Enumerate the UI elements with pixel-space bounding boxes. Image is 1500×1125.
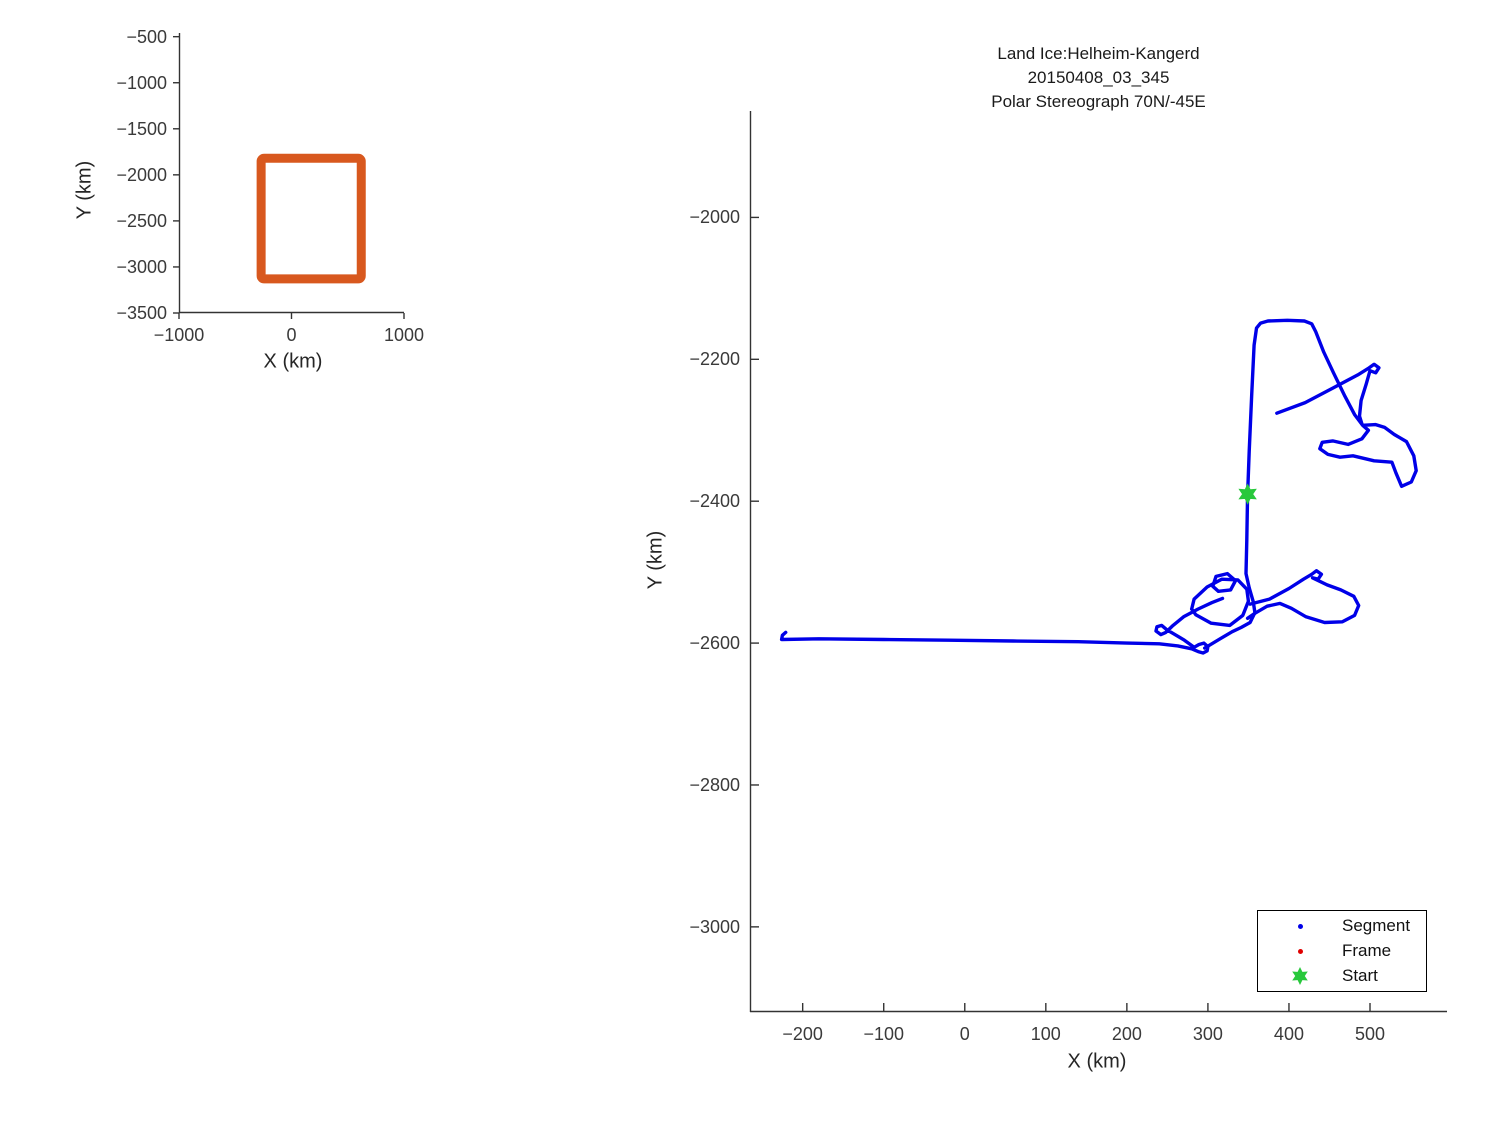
- title-line-campaign: Land Ice:Helheim-Kangerd: [997, 44, 1200, 63]
- frame-dot-icon: [1258, 948, 1342, 954]
- legend-label-start: Start: [1342, 966, 1378, 985]
- overview-x-tick-label: −1000: [153, 325, 205, 345]
- segment-track-north-circuit-and-east-blob: [1245, 318, 1418, 497]
- main-x-tick-label: 300: [1192, 1024, 1223, 1044]
- coverage-extent-box: [256, 153, 366, 284]
- overview-y-tick-label: −1500: [116, 118, 167, 139]
- segment-track-cluster-ear-loop: [1211, 571, 1238, 593]
- title-line-projection: Polar Stereograph 70N/-45E: [991, 92, 1206, 111]
- overview-y-tick-label: −2500: [116, 210, 167, 231]
- overview-y-tick-label: −2000: [116, 164, 167, 185]
- main-y-axis-label: Y (km): [644, 530, 667, 590]
- main-y-tick-label: −2400: [689, 491, 740, 512]
- main-x-axis-label: X (km): [1067, 1050, 1127, 1073]
- legend-item-start: Start: [1258, 964, 1426, 989]
- main-canvas: [749, 111, 1447, 1013]
- legend-label-segment: Segment: [1342, 916, 1411, 935]
- segment-track-west-survey-line: [779, 596, 1225, 655]
- main-y-tick-label: −2800: [689, 774, 740, 795]
- main-y-tick-label: −3000: [689, 916, 740, 937]
- segment-dot-glyph: [1297, 923, 1303, 929]
- segment-track-transit-diagonal-with-teardrop: [1275, 362, 1381, 426]
- overview-x-tick-label: 0: [286, 325, 297, 345]
- main-x-tick-label: 200: [1111, 1024, 1142, 1044]
- overview-y-tick-label: −3000: [116, 256, 167, 277]
- title-line-flight-id: 20150408_03_345: [1027, 68, 1170, 87]
- start-marker: [1238, 483, 1257, 505]
- legend-box: Segment Frame Start: [1257, 910, 1427, 992]
- main-x-tick-label: −200: [782, 1024, 823, 1044]
- segment-track-east-loop-circuit: [1245, 569, 1361, 625]
- main-plot: −200 −100 0 100 200 300 400 500 −2000 −2200 −2400 −…: [689, 111, 1447, 1043]
- main-x-tick-label: 400: [1273, 1024, 1304, 1044]
- overview-y-axis-label: Y (km): [73, 160, 96, 220]
- main-plot-title: Land Ice:Helheim-Kangerd 20150408_03_345…: [750, 42, 1447, 114]
- main-x-tick-label: 500: [1354, 1024, 1386, 1044]
- overview-canvas: [173, 33, 405, 319]
- main-x-tick-label: −100: [863, 1024, 904, 1044]
- frame-dot-glyph: [1297, 948, 1303, 954]
- legend-label-frame: Frame: [1342, 941, 1392, 960]
- main-y-tick-label: −2200: [689, 349, 740, 370]
- legend-item-segment: Segment: [1258, 914, 1426, 939]
- start-hexagram-glyph: [1292, 967, 1308, 985]
- main-x-tick-label: 100: [1030, 1024, 1061, 1044]
- overview-x-tick-label: 1000: [383, 325, 425, 345]
- overview-x-axis-label: X (km): [263, 350, 323, 373]
- overview-plot: −1000 0 1000 −500 −1000 −1500 −2000 −2500 −3000 −…: [116, 28, 424, 344]
- main-y-tick-label: −2600: [689, 633, 740, 654]
- main-y-tick-label: −2000: [689, 207, 740, 228]
- main-x-tick-label: 0: [959, 1024, 970, 1044]
- legend-item-frame: Frame: [1258, 939, 1426, 964]
- overview-y-tick-label: −500: [126, 26, 167, 47]
- start-hexagram-icon: [1258, 966, 1342, 986]
- segment-dot-icon: [1258, 923, 1342, 929]
- overview-y-tick-label: −3500: [116, 303, 167, 323]
- segment-track-vertical-descent-line: [1203, 491, 1257, 650]
- overview-y-tick-label: −1000: [116, 72, 167, 93]
- segment-track-cluster-left-loop: [1190, 577, 1251, 628]
